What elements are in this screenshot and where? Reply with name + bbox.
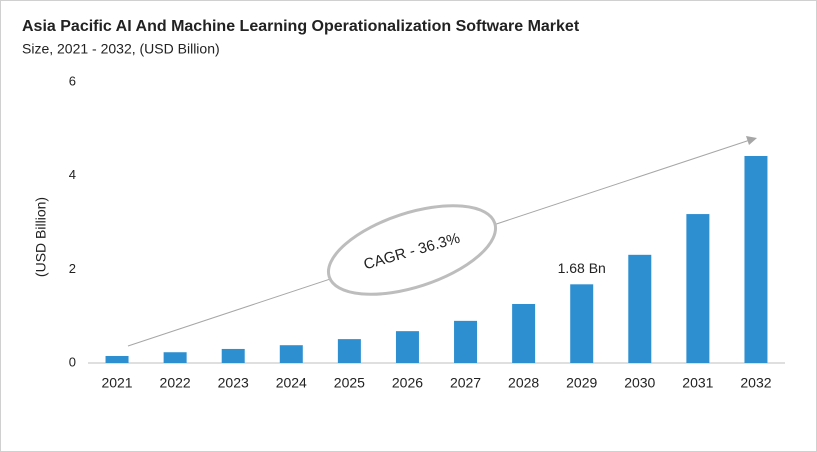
x-tick-label: 2023 <box>218 375 249 391</box>
x-tick-label: 2022 <box>160 375 191 391</box>
bar <box>221 348 245 363</box>
bar <box>105 355 129 363</box>
chart-subtitle: Size, 2021 - 2032, (USD Billion) <box>22 41 220 57</box>
x-tick-label: 2029 <box>566 375 597 391</box>
y-tick-label: 0 <box>69 354 76 369</box>
bar <box>454 320 478 363</box>
x-tick-label: 2025 <box>334 375 365 391</box>
bar <box>163 352 187 363</box>
x-tick-label: 2026 <box>392 375 423 391</box>
bar <box>512 303 536 363</box>
y-tick-label: 6 <box>69 73 76 88</box>
bar <box>744 155 768 363</box>
value-label: 1.68 Bn <box>558 260 606 276</box>
chart-title: Asia Pacific AI And Machine Learning Ope… <box>22 18 580 35</box>
bar <box>279 345 303 363</box>
bar <box>395 331 419 363</box>
x-tick-label: 2032 <box>740 375 771 391</box>
bar <box>337 339 361 363</box>
x-tick-label: 2028 <box>508 375 539 391</box>
x-tick-label: 2021 <box>101 375 132 391</box>
arrow-head <box>746 136 757 145</box>
x-tick-label: 2024 <box>276 375 307 391</box>
y-tick-label: 4 <box>69 167 76 182</box>
bar <box>628 254 652 363</box>
bar <box>570 284 594 363</box>
bar <box>686 214 710 363</box>
cagr-ellipse <box>326 204 498 296</box>
x-tick-label: 2030 <box>624 375 655 391</box>
x-tick-label: 2027 <box>450 375 481 391</box>
y-tick-label: 2 <box>69 261 76 276</box>
x-tick-label: 2031 <box>682 375 713 391</box>
y-axis-label: (USD Billion) <box>33 197 49 277</box>
